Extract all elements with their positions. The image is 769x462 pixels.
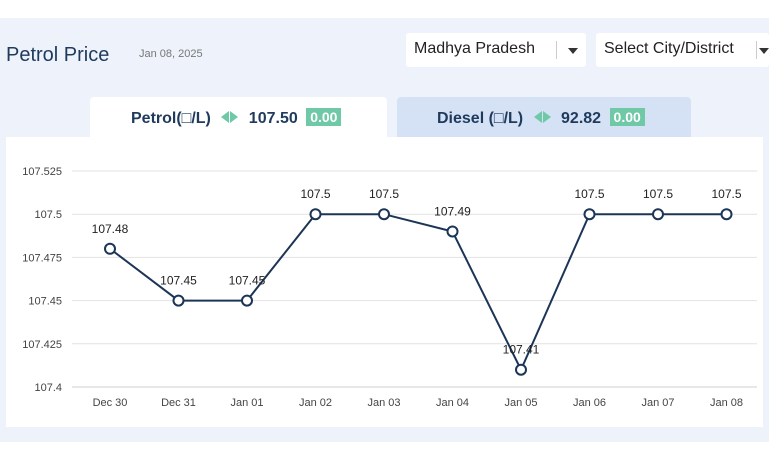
y-tick-label: 107.425 <box>22 339 62 351</box>
data-point <box>104 242 116 255</box>
data-point <box>172 294 185 307</box>
y-tick-label: 107.5 <box>34 209 62 221</box>
x-tick-label: Dec 30 <box>93 397 128 409</box>
state-select[interactable]: Madhya Pradesh <box>406 33 586 67</box>
x-tick-label: Jan 07 <box>641 397 674 409</box>
price-change-arrows-icon <box>533 110 551 128</box>
x-tick-label: Jan 06 <box>573 397 606 409</box>
price-date: Jan 08, 2025 <box>139 48 203 60</box>
diesel-tab-label: Diesel (□/L) <box>437 110 524 127</box>
data-point <box>241 294 253 307</box>
data-point <box>378 208 390 221</box>
petrol-price-line-chart: 107.4 107.425 107.45 107.475 107.5 107.525 Dec… <box>22 166 757 409</box>
y-tick-label: 107.475 <box>22 252 62 264</box>
city-select[interactable]: Select City/District <box>596 33 769 67</box>
x-tick-label: Jan 01 <box>230 397 263 409</box>
data-label: 107.48 <box>92 222 129 236</box>
diesel-price: 92.82 <box>561 110 602 127</box>
y-tick-label: 107.45 <box>28 296 62 308</box>
x-tick-label: Jan 03 <box>367 397 400 409</box>
state-select-divider <box>556 41 557 59</box>
data-label: 107.5 <box>643 187 673 201</box>
page-title: Petrol Price <box>6 44 110 66</box>
state-select-value: Madhya Pradesh <box>414 40 535 57</box>
data-label: 107.49 <box>434 204 471 218</box>
price-change-arrows-icon <box>221 110 239 128</box>
x-tick-label: Jan 04 <box>436 397 469 409</box>
y-tick-label: 107.4 <box>34 382 62 394</box>
y-tick-label: 107.525 <box>22 166 62 178</box>
petrol-tab-label: Petrol(□/L) <box>131 110 211 127</box>
chevron-down-icon[interactable] <box>568 48 578 54</box>
petrol-price: 107.50 <box>248 110 298 127</box>
data-point <box>583 208 596 221</box>
data-point <box>309 208 322 221</box>
tab-diesel[interactable]: Diesel (□/L) 92.82 0.00 <box>397 97 691 137</box>
data-label: 107.5 <box>300 187 330 201</box>
data-label: 107.41 <box>503 343 540 357</box>
data-label: 107.5 <box>711 187 741 201</box>
tab-petrol[interactable]: Petrol(□/L) 107.50 0.00 <box>90 97 387 137</box>
x-tick-label: Jan 08 <box>710 397 743 409</box>
diesel-change-badge: 0.00 <box>609 108 645 126</box>
data-point <box>652 208 664 221</box>
series-line <box>109 213 727 373</box>
x-tick-label: Jan 02 <box>299 397 332 409</box>
data-label: 107.5 <box>574 187 604 201</box>
data-label: 107.45 <box>160 274 197 288</box>
data-label: 107.45 <box>229 274 266 288</box>
city-select-value: Select City/District <box>604 40 734 57</box>
data-point <box>446 225 459 238</box>
petrol-change-badge: 0.00 <box>306 108 342 126</box>
data-label: 107.5 <box>369 187 399 201</box>
city-select-divider <box>756 41 757 59</box>
data-point <box>515 363 527 376</box>
chart-container: 107.4 107.425 107.45 107.475 107.5 107.525 Dec… <box>6 137 763 427</box>
chevron-down-icon[interactable] <box>759 48 769 54</box>
x-tick-label: Dec 31 <box>161 397 196 409</box>
x-tick-label: Jan 05 <box>504 397 537 409</box>
data-point <box>720 208 733 221</box>
